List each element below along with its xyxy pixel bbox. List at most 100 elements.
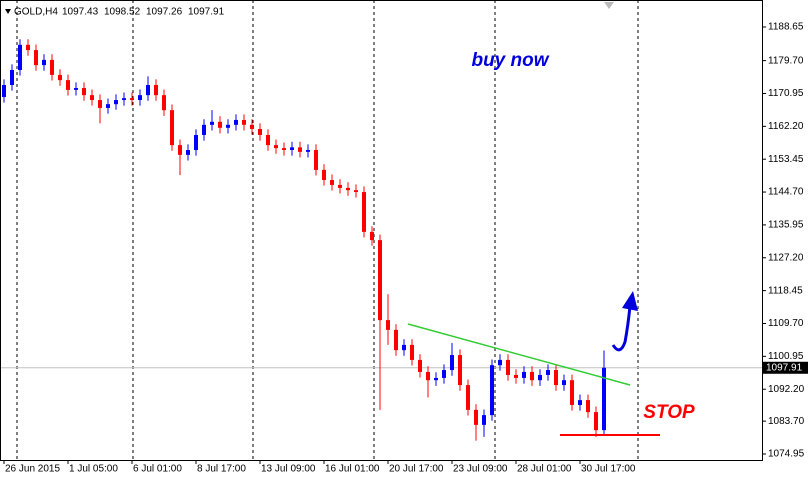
price-tag-label: 1097.91 (766, 362, 803, 373)
candle-body (402, 344, 406, 351)
y-tick-label: 1153.45 (768, 154, 804, 165)
candle-body (330, 180, 334, 185)
x-tick-label: 26 Jun 2015 (5, 464, 60, 475)
candle-body (290, 147, 294, 150)
y-tick-label: 1109.70 (768, 318, 804, 329)
x-tick-label: 28 Jul 01:00 (517, 464, 572, 475)
header-price: 1097.91 (188, 7, 225, 18)
candle-body (482, 415, 486, 425)
y-tick-label: 1162.20 (768, 121, 804, 132)
candle-body (394, 329, 398, 351)
candle-body (58, 74, 62, 81)
y-tick-label: 1170.95 (768, 88, 804, 99)
candle-body (450, 355, 454, 371)
header-price: 1097.43 (62, 7, 99, 18)
y-tick-label: 1074.95 (768, 449, 805, 460)
candle-body (10, 70, 14, 86)
candle-body (418, 359, 422, 372)
x-tick-label: 8 Jul 17:00 (197, 464, 246, 475)
buy-arrow-head (622, 291, 638, 311)
candle-body (514, 374, 518, 378)
candle-body (250, 124, 254, 129)
candle-body (386, 320, 390, 330)
x-tick-label: 6 Jul 01:00 (133, 464, 182, 475)
candle-body (2, 85, 6, 98)
header-price: 1097.26 (146, 7, 183, 18)
candle-body (242, 119, 246, 125)
candle-body (274, 145, 278, 149)
candle-body (282, 148, 286, 150)
candle-body (106, 104, 110, 108)
x-tick-label: 1 Jul 05:00 (69, 464, 118, 475)
candle-body (50, 59, 54, 75)
candle-body (410, 344, 414, 360)
candle-body (314, 149, 318, 170)
symbol-title: GOLD,H4 (14, 7, 58, 18)
candle-body (162, 95, 166, 111)
candle-body (562, 380, 566, 386)
candle-body (114, 100, 118, 105)
x-tick-label: 13 Jul 09:00 (261, 464, 316, 475)
price-tag (763, 361, 808, 374)
candle-body (98, 100, 102, 108)
candle-body (378, 240, 382, 321)
candle-body (42, 59, 46, 66)
candle-body (210, 121, 214, 125)
candle-body (426, 371, 430, 381)
x-tick-label: 20 Jul 17:00 (389, 464, 444, 475)
candle-body (434, 377, 438, 381)
candle-body (362, 192, 366, 232)
candle-body (154, 85, 158, 96)
candle-body (266, 134, 270, 146)
candle-body (466, 385, 470, 410)
menu-triangle (5, 9, 11, 14)
stop-annotation: STOP (643, 402, 695, 423)
candle-body (522, 371, 526, 378)
candle-body (122, 98, 126, 101)
candle-body (546, 370, 550, 375)
candle-body (346, 187, 350, 191)
candle-body (442, 370, 446, 378)
candle-body (490, 365, 494, 416)
x-tick-label: 23 Jul 09:00 (453, 464, 508, 475)
candle-body (306, 149, 310, 152)
candle-body (194, 134, 198, 150)
buy-arrow (611, 305, 632, 352)
candle-body (146, 85, 150, 96)
y-tick-label: 1179.70 (768, 55, 804, 66)
candle-body (554, 370, 558, 386)
plot-border (0, 0, 763, 461)
candle-body (530, 371, 534, 381)
candle-body (170, 110, 174, 146)
y-tick-label: 1135.95 (768, 220, 804, 231)
y-tick-label: 1118.45 (768, 285, 803, 296)
candle-body (130, 98, 134, 101)
candle-body (474, 409, 478, 425)
y-tick-label: 1127.20 (768, 252, 804, 263)
candle-body (506, 359, 510, 375)
candle-body (218, 121, 222, 128)
x-tick-label: 16 Jul 01:00 (325, 464, 380, 475)
plot-area (0, 39, 762, 441)
candle-body (370, 231, 374, 241)
candle-body (354, 190, 358, 193)
buy-annotation: buy now (471, 50, 549, 71)
candle-body (178, 145, 182, 155)
candle-body (538, 374, 542, 381)
candle-body (498, 359, 502, 366)
candle-body (234, 119, 238, 125)
candle-body (586, 400, 590, 413)
period-separators (16, 0, 639, 460)
header-price: 1098.52 (104, 7, 141, 18)
candle-body (258, 128, 262, 135)
candle-body (26, 44, 30, 51)
candle-body (18, 44, 22, 71)
y-tick-label: 1092.20 (768, 384, 805, 395)
candle-body (458, 355, 462, 386)
y-tick-label: 1100.95 (768, 351, 804, 362)
x-tick-label: 30 Jul 17:00 (581, 464, 636, 475)
candle-body (74, 88, 78, 90)
candle-body (298, 147, 302, 152)
